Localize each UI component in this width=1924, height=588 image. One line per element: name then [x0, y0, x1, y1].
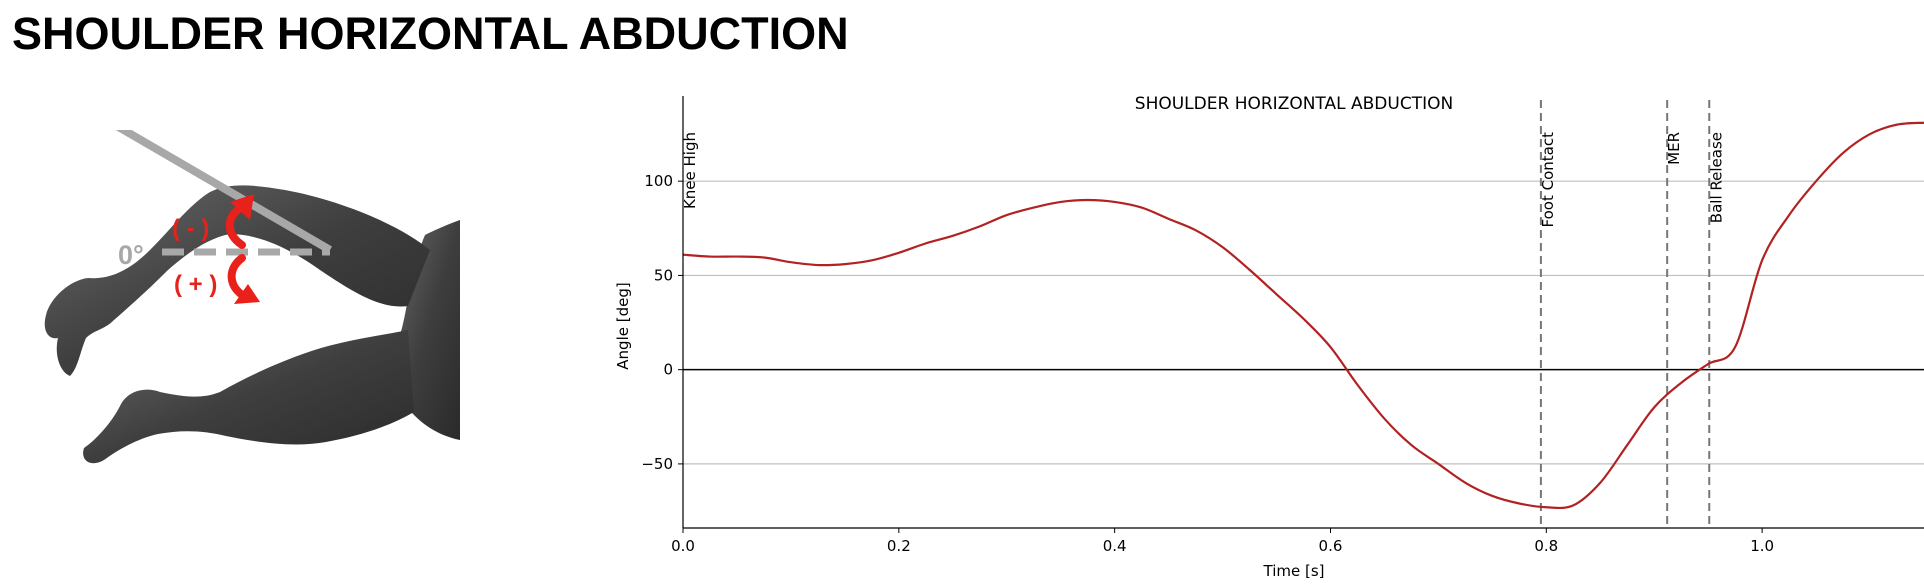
- minus-direction-arrow: [225, 204, 246, 249]
- angle-chart: SHOULDER HORIZONTAL ABDUCTION Time [s] A…: [614, 94, 1924, 580]
- y-tick-label: 0: [663, 361, 673, 379]
- zero-degree-label: 0°: [118, 240, 144, 270]
- plus-label: ( + ): [174, 271, 217, 298]
- x-tick-label: 1.0: [1750, 537, 1774, 555]
- minus-label: ( - ): [172, 215, 209, 242]
- plus-direction-arrow: [227, 254, 248, 300]
- x-tick-label: 0.8: [1534, 537, 1558, 555]
- lower-arm-shape: [83, 330, 415, 464]
- y-tick-label: 50: [654, 266, 673, 284]
- event-label: Foot Contact: [1539, 132, 1557, 228]
- x-axis-label: Time [s]: [1263, 562, 1325, 580]
- shoulder-illustration: 0° ( - ) ( + ): [44, 130, 460, 464]
- series-line: [682, 121, 1924, 510]
- x-tick-label: 0.2: [887, 537, 911, 555]
- x-tick-label: 0.6: [1319, 537, 1343, 555]
- page-title: SHOULDER HORIZONTAL ABDUCTION: [12, 8, 849, 59]
- arm-axis-line: [115, 130, 333, 254]
- event-label: MER: [1665, 132, 1683, 165]
- plus-arrow-head: [234, 284, 260, 304]
- y-tick-label: −50: [641, 455, 673, 473]
- y-axis-label: Angle [deg]: [614, 282, 632, 369]
- event-label: Ball Release: [1707, 132, 1725, 223]
- chart-title: SHOULDER HORIZONTAL ABDUCTION: [1135, 94, 1453, 114]
- y-tick-label: 100: [644, 172, 673, 190]
- event-label: Knee High: [681, 132, 699, 209]
- x-tick-label: 0.4: [1103, 537, 1127, 555]
- minus-arrow-head: [230, 194, 254, 220]
- x-tick-label: 0.0: [671, 537, 695, 555]
- upper-arm-shape: [44, 185, 431, 376]
